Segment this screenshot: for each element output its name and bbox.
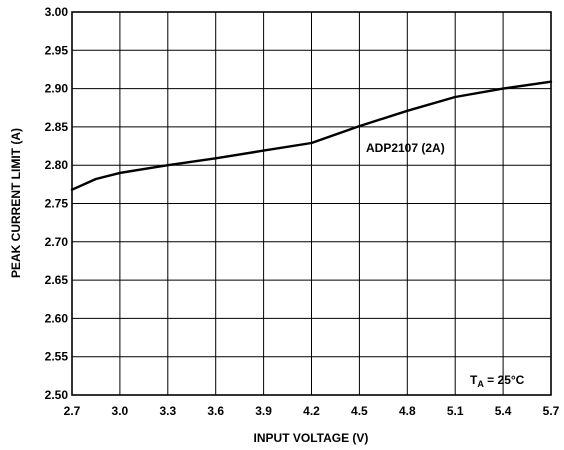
tick-labels: 2.7 3.0 3.3 3.6 3.9 4.2 4.5 4.8 5.1 5.4 5.7 2.50 2.5… [45,5,560,418]
x-tick-label: 3.0 [112,404,129,418]
y-tick-label: 2.70 [45,235,69,249]
plot-frame [71,11,552,396]
series-annotation: ADP2107 (2A) [366,141,445,155]
x-tick-label: 5.7 [543,404,560,418]
y-tick-label: 3.00 [45,5,69,19]
x-tick-label: 4.8 [399,404,416,418]
y-tick-label: 2.50 [45,388,69,402]
x-tick-label: 4.5 [351,404,368,418]
y-tick-label: 2.80 [45,158,69,172]
y-tick-label: 2.60 [45,311,69,325]
y-tick-label: 2.90 [45,82,69,96]
temperature-condition-label: TA = 25°C [470,373,525,389]
x-tick-label: 3.9 [255,404,272,418]
y-tick-label: 2.85 [45,120,69,134]
x-tick-label: 5.1 [447,404,464,418]
grid-lines [72,12,551,395]
x-tick-label: 3.6 [207,404,224,418]
y-axis-label: PEAK CURRENT LIMIT (A) [9,128,23,278]
y-tick-label: 2.95 [45,43,69,57]
series-line [70,80,553,191]
x-tick-label: 4.2 [303,404,320,418]
y-tick-label: 2.55 [45,350,69,364]
y-tick-label: 2.75 [45,197,69,211]
y-tick-label: 2.65 [45,273,69,287]
x-axis-label: INPUT VOLTAGE (V) [254,431,369,445]
x-tick-label: 2.7 [64,404,81,418]
x-tick-label: 3.3 [159,404,176,418]
x-tick-label: 5.4 [495,404,512,418]
